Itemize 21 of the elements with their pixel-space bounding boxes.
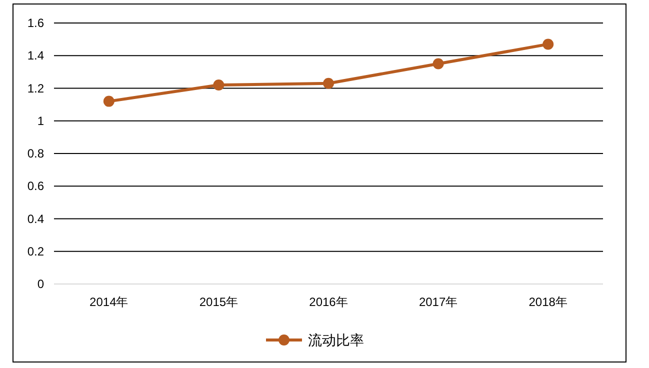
- point: [542, 38, 554, 50]
- x-tick-label: 2017年: [418, 295, 458, 309]
- legend-label: 流动比率: [308, 332, 364, 348]
- y-tick-label: 1: [37, 114, 44, 128]
- point: [432, 58, 444, 70]
- point: [103, 96, 114, 107]
- point: [213, 79, 224, 90]
- y-tick-label: 1.6: [27, 16, 44, 30]
- x-tick-label: 2018年: [528, 295, 568, 309]
- y-tick-label: 0.8: [27, 146, 44, 160]
- x-tick-label: 2016年: [309, 295, 348, 309]
- y-tick-label: 0.4: [27, 212, 44, 226]
- y-tick-label: 1.2: [27, 81, 44, 96]
- y-tick-label: 0.2: [27, 244, 44, 258]
- y-tick-label: 0.6: [27, 179, 44, 194]
- point: [323, 78, 334, 89]
- x-tick-label: 2015年: [199, 295, 238, 309]
- legend: 流动比率: [266, 332, 364, 348]
- y-tick-label: 1.4: [27, 48, 44, 63]
- y-tick-label: 0: [37, 277, 44, 291]
- x-tick-label: 2014年: [90, 295, 128, 309]
